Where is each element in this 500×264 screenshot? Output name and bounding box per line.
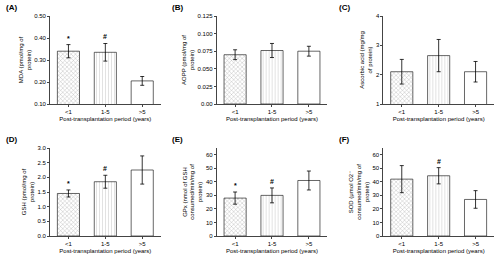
svg-text:SOD (μmol O2⁻consumed/min/mg o: SOD (μmol O2⁻consumed/min/mg ofprotein) (348, 164, 370, 220)
svg-text:1-5: 1-5 (268, 109, 277, 115)
svg-text:(A): (A) (6, 3, 17, 12)
svg-text:0.40: 0.40 (34, 35, 46, 41)
svg-text:0.10: 0.10 (34, 101, 46, 107)
svg-text:<1: <1 (232, 241, 240, 247)
svg-text:0.125: 0.125 (198, 13, 214, 19)
svg-text:20: 20 (373, 206, 380, 212)
svg-text:3: 3 (376, 42, 380, 48)
svg-text:0.30: 0.30 (34, 57, 46, 63)
svg-text:>5: >5 (139, 241, 147, 247)
svg-text:>5: >5 (305, 109, 313, 115)
svg-text:(E): (E) (172, 135, 183, 144)
svg-text:0.0: 0.0 (38, 233, 47, 239)
svg-text:Post-transplantation period (y: Post-transplantation period (years) (59, 248, 151, 254)
svg-text:0.20: 0.20 (34, 79, 46, 85)
svg-text:>5: >5 (472, 241, 480, 247)
svg-text:0.00: 0.00 (201, 101, 213, 107)
svg-text:GPx (nmol of GSHconsumed/min/m: GPx (nmol of GSHconsumed/min/mg ofprotei… (182, 164, 204, 220)
svg-text:1-5: 1-5 (268, 241, 277, 247)
svg-text:<1: <1 (65, 241, 73, 247)
svg-text:1-5: 1-5 (434, 241, 443, 247)
svg-text:<1: <1 (398, 241, 406, 247)
svg-text:*: * (67, 35, 70, 42)
svg-text:10: 10 (373, 220, 380, 226)
svg-text:Post-transplantation period (y: Post-transplantation period (years) (59, 116, 151, 122)
svg-text:Post-transplantation period (y: Post-transplantation period (years) (393, 248, 485, 254)
svg-text:AOPP (pmol/mg ofprotein): AOPP (pmol/mg ofprotein) (181, 35, 195, 85)
svg-text:1-5: 1-5 (434, 109, 443, 115)
svg-text:<1: <1 (398, 109, 406, 115)
svg-text:>5: >5 (139, 109, 147, 115)
svg-text:*: * (67, 180, 70, 187)
svg-text:2.5: 2.5 (38, 160, 47, 166)
svg-text:Post-transplantation period (y: Post-transplantation period (years) (393, 116, 485, 122)
svg-text:50: 50 (206, 165, 213, 171)
svg-text:0.050: 0.050 (198, 66, 214, 72)
svg-text:>5: >5 (472, 109, 480, 115)
svg-text:60: 60 (373, 152, 380, 158)
svg-text:0.50: 0.50 (34, 13, 46, 19)
svg-text:40: 40 (206, 179, 213, 185)
svg-text:Post-transplantation period (y: Post-transplantation period (years) (226, 248, 318, 254)
svg-text:2.0: 2.0 (38, 174, 47, 180)
svg-text:<1: <1 (65, 109, 73, 115)
svg-text:30: 30 (373, 192, 380, 198)
svg-text:60: 60 (206, 152, 213, 158)
svg-text:1-5: 1-5 (101, 241, 110, 247)
svg-text:Ascorbic acid (mg/mgof protein: Ascorbic acid (mg/mgof protein) (359, 31, 373, 89)
svg-text:1-5: 1-5 (101, 109, 110, 115)
svg-text:0: 0 (376, 233, 380, 239)
svg-text:1.0: 1.0 (38, 204, 47, 210)
svg-text:<1: <1 (232, 109, 240, 115)
svg-text:0.100: 0.100 (198, 31, 214, 37)
svg-text:GSH (pmol/mg ofprotein): GSH (pmol/mg ofprotein) (21, 169, 35, 216)
svg-text:10: 10 (206, 220, 213, 226)
svg-text:>5: >5 (305, 241, 313, 247)
svg-text:20: 20 (206, 206, 213, 212)
svg-text:0.5: 0.5 (38, 218, 47, 224)
svg-text:(B): (B) (172, 3, 183, 12)
svg-text:3.0: 3.0 (38, 145, 47, 151)
svg-text:30: 30 (206, 192, 213, 198)
svg-text:50: 50 (373, 165, 380, 171)
svg-text:4: 4 (376, 13, 380, 19)
svg-text:#: # (270, 178, 274, 185)
svg-text:*: * (234, 182, 237, 189)
svg-text:0: 0 (209, 233, 213, 239)
svg-text:#: # (437, 158, 441, 165)
svg-text:MDA (pmol/mg ofprotein): MDA (pmol/mg ofprotein) (18, 37, 32, 84)
svg-text:#: # (103, 165, 107, 172)
svg-text:Post-transplantation period (y: Post-transplantation period (years) (226, 116, 318, 122)
svg-text:0.075: 0.075 (198, 48, 214, 54)
svg-text:0.025: 0.025 (198, 84, 214, 90)
svg-text:2: 2 (376, 72, 380, 78)
svg-text:40: 40 (373, 179, 380, 185)
svg-text:(C): (C) (339, 3, 350, 12)
svg-text:#: # (103, 33, 107, 40)
svg-text:(F): (F) (339, 135, 350, 144)
svg-text:1: 1 (376, 101, 380, 107)
svg-text:(D): (D) (6, 135, 17, 144)
svg-text:1.5: 1.5 (38, 189, 47, 195)
